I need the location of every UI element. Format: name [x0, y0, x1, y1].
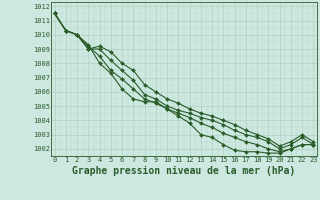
- X-axis label: Graphe pression niveau de la mer (hPa): Graphe pression niveau de la mer (hPa): [72, 166, 296, 176]
